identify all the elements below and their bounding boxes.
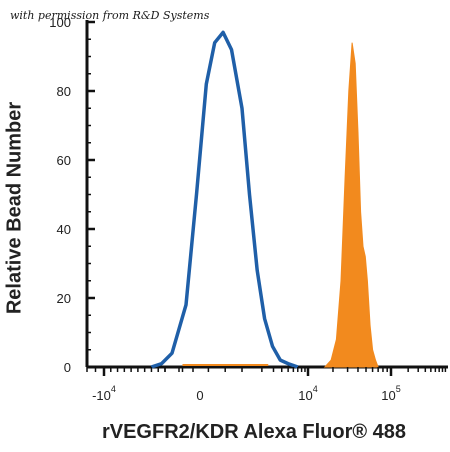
x-tick-label: 105: [381, 384, 400, 403]
y-tick-label: 40: [57, 222, 71, 237]
x-axis: -104 0 104 105: [86, 367, 447, 403]
y-tick-label: 100: [49, 15, 71, 30]
x-tick-label: -104: [92, 384, 116, 403]
x-axis-title: rVEGFR2/KDR Alexa Fluor® 488: [102, 421, 406, 443]
y-tick-label: 20: [57, 291, 71, 306]
y-axis: 0 20 40 60 80 100: [49, 15, 95, 375]
plot-area: [85, 20, 448, 369]
x-tick-label: 104: [298, 384, 317, 403]
series-fill-1: [323, 42, 379, 368]
x-tick-label: 0: [196, 388, 203, 403]
credit-text: with permission from R&D Systems: [10, 9, 210, 22]
y-tick-label: 80: [57, 84, 71, 99]
y-tick-label: 0: [64, 360, 71, 375]
y-axis-title: Relative Bead Number: [3, 102, 25, 315]
series-line-0: [150, 30, 299, 369]
y-tick-label: 60: [57, 153, 71, 168]
